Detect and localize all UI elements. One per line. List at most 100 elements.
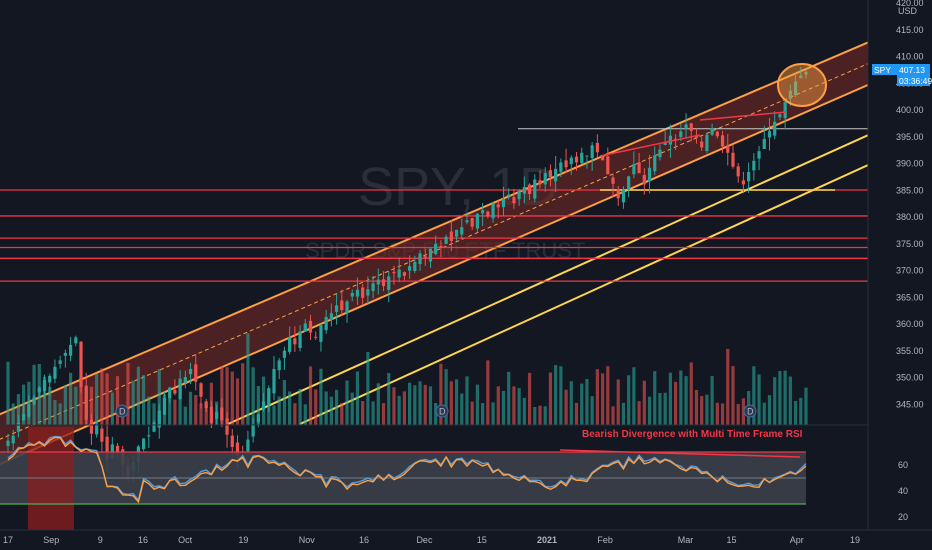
candle-body [428, 248, 433, 262]
candles [6, 66, 808, 483]
candle-body [454, 229, 459, 237]
candle-body [481, 210, 485, 214]
candle-body [632, 164, 636, 175]
candle-body [554, 168, 558, 182]
candle-body [778, 114, 782, 118]
price-tick-370.00: 370.00 [896, 266, 924, 276]
candle-body [475, 213, 480, 229]
candle-body [752, 160, 756, 171]
candle-body [470, 217, 474, 227]
candle-body [293, 338, 297, 345]
candle-body [147, 435, 151, 437]
volume-bar [387, 373, 391, 425]
volume-bar [595, 369, 599, 425]
channel-fill [0, 15, 932, 465]
volume-bar [157, 369, 161, 425]
volume-bar [580, 383, 584, 425]
candle-body [246, 439, 250, 452]
volume-bar [689, 362, 693, 425]
candle-body [621, 189, 626, 203]
volume-bar [715, 402, 719, 425]
rsi-smooth [7, 436, 807, 504]
candle-body [397, 269, 401, 278]
volume-bar [637, 401, 641, 425]
volume-bar [444, 369, 448, 425]
volume-bar [439, 363, 443, 425]
price-tick-375.00: 375.00 [896, 239, 924, 249]
candle-body [324, 317, 328, 331]
volume-bar [293, 403, 297, 425]
candle-body [329, 313, 333, 320]
volume-bar [449, 381, 453, 425]
candle-body [251, 424, 255, 437]
volume-bar [136, 366, 140, 425]
candle-body [261, 401, 266, 410]
rsi-pane [0, 427, 807, 530]
volume-bar [496, 386, 500, 425]
volume-bar [465, 376, 469, 425]
candle-body [157, 410, 161, 428]
volume-bar [418, 381, 422, 425]
trend-arrow [699, 111, 787, 121]
candle-body [606, 156, 610, 175]
candle-body [653, 155, 657, 172]
volume-bar [79, 376, 83, 425]
volume-bar [663, 392, 667, 425]
volume-bar [658, 392, 662, 425]
volume-bar [345, 380, 349, 425]
parallel-upper [227, 122, 896, 425]
candle-body [272, 368, 276, 394]
candle-body [543, 173, 547, 185]
volume-bar [183, 406, 187, 425]
price-axis[interactable] [868, 0, 932, 550]
candle-body [600, 156, 605, 161]
time-tick-19: 19 [238, 535, 248, 545]
event-marker [435, 404, 449, 418]
candle-body [371, 283, 375, 291]
rsi-tick-20: 20 [898, 512, 908, 522]
event-marker-label: D [119, 407, 126, 417]
volume-bar [194, 394, 198, 425]
volume-bar [251, 367, 255, 425]
time-tick-16: 16 [138, 535, 148, 545]
candle-body [142, 438, 146, 450]
volume-bar [392, 387, 396, 425]
candle-body [387, 276, 391, 290]
candle-body [53, 366, 57, 379]
volume-bar [616, 379, 620, 425]
volume-bar [74, 386, 78, 425]
candle-body [773, 121, 777, 136]
price-tick-345.00: 345.00 [896, 399, 924, 409]
volume-bar [533, 406, 537, 425]
candle-body [209, 406, 214, 423]
candle-body [74, 337, 78, 344]
candle-body [637, 162, 641, 174]
event-marker-label: D [747, 407, 754, 417]
candle-body [288, 337, 292, 352]
divergence-line [559, 449, 801, 458]
volume-bar [642, 380, 646, 425]
volume-bar [350, 392, 354, 425]
candle-body [501, 198, 506, 208]
candle-body [402, 272, 406, 276]
volume-bar [324, 391, 328, 425]
candle-body [303, 323, 307, 332]
last-price-tag: SPY 407.13 03:36:49 [872, 64, 932, 86]
volume-bar [11, 403, 15, 425]
volume-bar [402, 391, 406, 425]
volume-bar [366, 351, 370, 425]
currency-label: USD [898, 6, 918, 16]
price-tick-355.00: 355.00 [896, 346, 924, 356]
volume-bar [757, 374, 761, 425]
candle-body [611, 177, 615, 184]
candle-body [538, 180, 542, 185]
candle-body [100, 428, 104, 442]
time-axis-ticks[interactable]: 17 Sep 9 16 Oct 19 Nov 16 Dec 15 2021 Feb Mar 15 Apr 19 [3, 535, 860, 545]
candle-body [392, 271, 396, 274]
volume-bar [147, 396, 151, 425]
volume-bar [173, 399, 177, 425]
volume-bar [168, 396, 172, 425]
volume-bar [799, 397, 803, 425]
volume-bar [454, 379, 459, 425]
